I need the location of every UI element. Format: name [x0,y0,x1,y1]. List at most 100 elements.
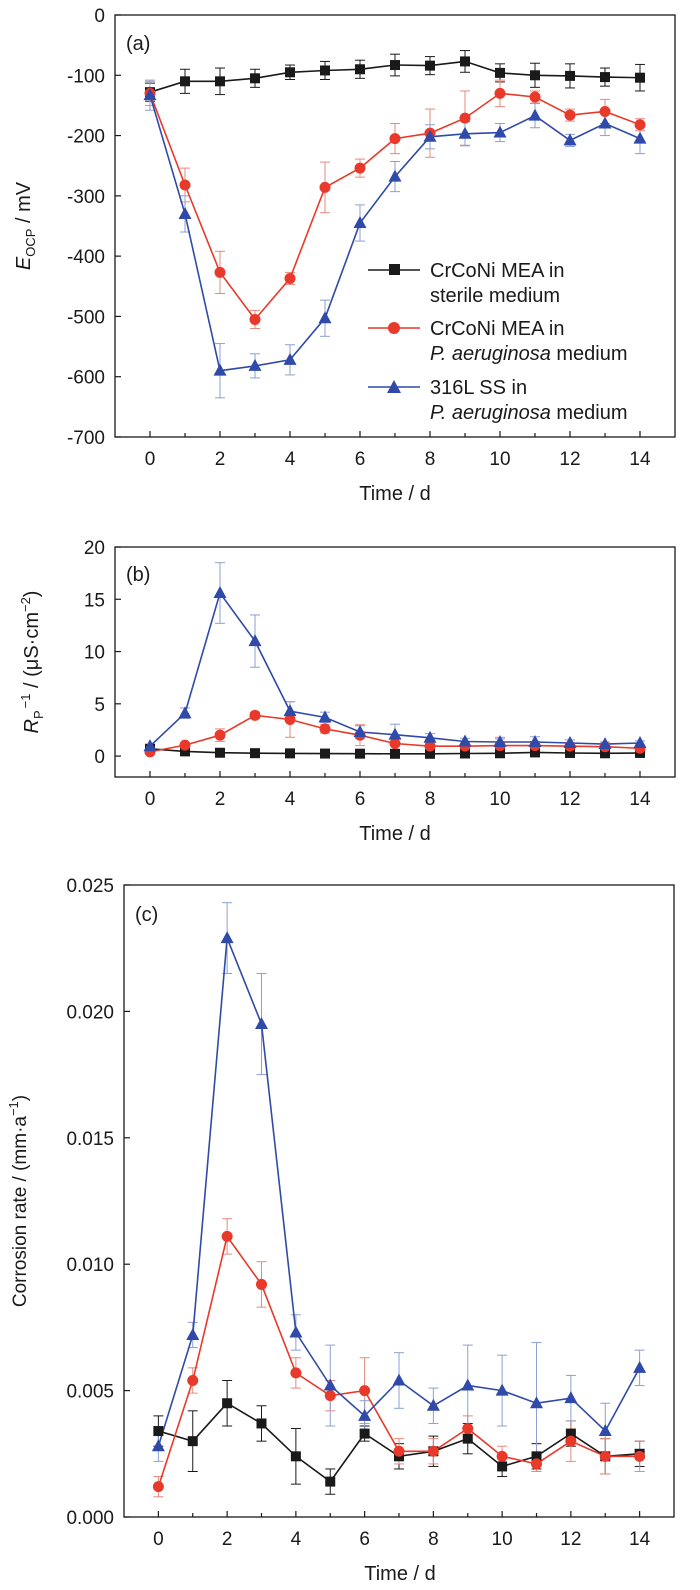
data-point-blue [633,131,647,144]
data-point-blue [178,706,192,719]
panel-b: (b) 0 5 10 15 20 0 2 4 6 8 10 12 14 Time / d RP−1 /… [18,538,676,845]
x-tick-label: 10 [492,1529,513,1550]
panel-label-b: (b) [126,564,150,586]
data-point-red [359,1385,371,1397]
y-tick-label: -400 [67,247,105,268]
data-point-blue [151,1439,165,1452]
y-tick-label: 0.010 [66,1255,114,1276]
plot-frame-c [123,884,675,1518]
data-point-blue [633,1360,647,1373]
legend-label-mea-pa-1: CrCoNi MEA in [430,318,564,340]
y-axis-label-c-sup: −1 [6,1101,21,1116]
data-point-blue [186,1327,200,1340]
data-point-red [393,1445,405,1457]
data-point-black [635,72,645,83]
data-point-black [495,748,505,759]
y-tick-label: 10 [84,643,105,664]
legend-label-sterile-2: sterile medium [430,285,560,307]
data-point-blue [461,1378,475,1391]
data-point-red [179,179,191,191]
x-tick-label: 2 [215,449,226,470]
data-point-blue [493,125,507,138]
x-tick-label: 10 [489,789,510,810]
data-point-black [390,748,400,759]
y-axis-label-c: Corrosion rate / (mm·a−1) [6,1095,31,1307]
legend-marker-sterile [389,264,400,275]
x-tick-label: 4 [285,789,296,810]
data-point-blue [358,1408,372,1421]
data-point-blue [458,734,472,747]
data-point-red [424,740,436,752]
data-point-black [215,747,225,758]
y-axis-label-b-main: R [21,719,43,733]
data-point-black [531,1451,542,1462]
data-point-blue [213,363,227,376]
data-point-blue [392,1373,406,1386]
data-point-red [256,1278,267,1290]
data-point-black [285,748,295,759]
data-point-blue [598,116,612,129]
x-tick-label: 14 [629,1529,651,1550]
data-point-red [459,112,471,124]
x-axis-label-b: Time / d [359,823,431,845]
data-point-blue [388,727,402,740]
data-point-red [599,105,611,117]
data-point-black [565,747,575,758]
data-point-blue [388,169,402,182]
data-point-blue [283,704,297,717]
data-point-blue [220,931,234,944]
data-point-red [319,181,331,193]
legend-label-sterile-1: CrCoNi MEA in [430,260,564,282]
legend-label-mea-pa-2-rest: medium [551,343,628,365]
x-tick-labels-c: 0 2 4 6 8 10 12 14 [153,1511,651,1550]
data-point-black [355,748,365,759]
data-point-red [284,714,296,725]
data-point-black [256,1418,267,1429]
data-point-black [565,1428,576,1439]
y-axis-label-b-sub: P [31,710,46,719]
data-point-black [530,747,540,758]
data-point-black [497,1461,508,1472]
data-point-blue [283,352,297,365]
y-axis-label-b-sup: −1 [18,694,33,709]
y-tick-label: -600 [67,368,105,389]
y-tick-label: -200 [67,127,105,148]
data-point-black [153,1426,164,1437]
data-point-black [215,76,225,87]
data-point-black [325,1476,336,1487]
legend-a: CrCoNi MEA in sterile medium CrCoNi MEA … [368,260,628,424]
data-point-red [179,739,191,751]
data-point-blue [598,1424,612,1437]
x-tick-label: 12 [559,449,580,470]
y-axis-label-c-main: Corrosion rate / (mm·a [10,1116,31,1308]
data-point-black [222,1398,233,1409]
data-point-red [187,1374,199,1386]
data-point-blue [353,215,367,228]
data-point-blue [318,311,332,324]
y-tick-label: 15 [84,590,105,611]
data-point-red [221,1230,233,1242]
data-point-black [180,76,190,87]
y-axis-label-a-main: E [13,256,35,270]
legend-label-mea-pa-2-italic: P. aeruginosa [430,343,551,365]
data-point-blue [528,734,542,747]
y-tick-label: 20 [84,538,105,559]
legend-item-316l-pa: 316L SS in P. aeruginosa medium [368,377,628,424]
data-markers-b [143,586,647,759]
x-tick-label: 12 [560,1529,581,1550]
data-point-blue [353,725,367,738]
x-tick-label: 0 [145,789,156,810]
data-point-red [634,1450,646,1462]
y-axis-label-a-rest: / mV [13,181,35,228]
data-point-blue [248,358,262,371]
y-tick-labels-b: 0 5 10 15 20 [84,538,121,768]
y-tick-label: 0 [94,6,105,27]
data-point-black [530,70,540,81]
x-tick-label: 2 [222,1529,233,1550]
y-tick-label: 0.015 [66,1129,114,1150]
y-tick-label: 0 [94,747,105,768]
data-point-blue [530,1396,543,1409]
data-point-blue [563,736,577,749]
data-point-red [324,1390,336,1402]
panel-label-a: (a) [126,33,150,55]
